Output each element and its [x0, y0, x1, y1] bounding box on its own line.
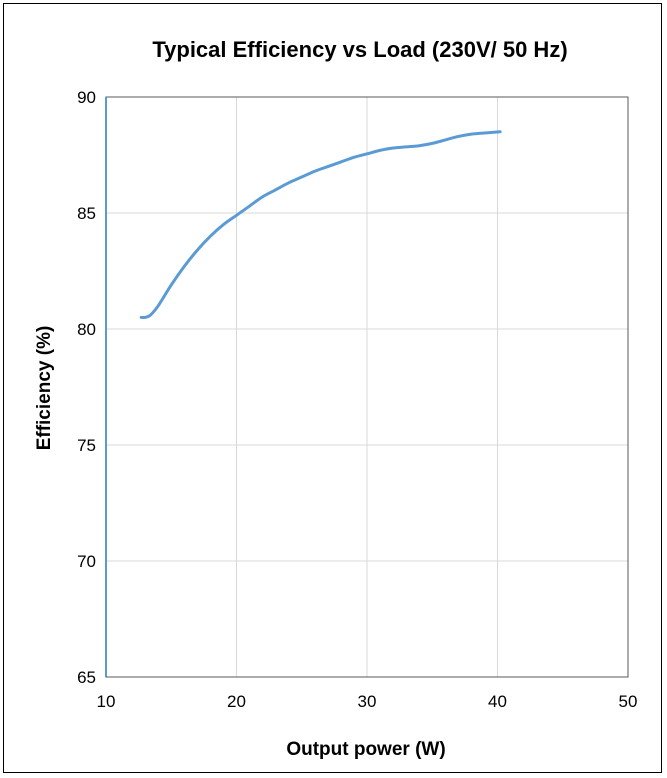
x-tick-label-50: 50: [619, 692, 638, 711]
y-tick-label-80: 80: [77, 320, 96, 339]
efficiency-series-line-0: [139, 130, 502, 320]
x-tick-label-20: 20: [227, 692, 246, 711]
chart-frame: [3, 3, 662, 773]
y-tick-label-90: 90: [77, 88, 96, 107]
chart-title: Typical Efficiency vs Load (230V/ 50 Hz): [152, 37, 567, 62]
x-tick-label-10: 10: [97, 692, 116, 711]
axes: [105, 96, 629, 678]
tick-labels: 65 70 75 80 85 90 10 20 30 40 50: [77, 88, 637, 711]
y-tick-label-75: 75: [77, 436, 96, 455]
grid-lines: [106, 96, 629, 677]
series-layer: [139, 130, 502, 320]
x-tick-label-40: 40: [488, 692, 507, 711]
y-tick-label-65: 65: [77, 668, 96, 687]
y-tick-label-70: 70: [77, 552, 96, 571]
x-axis-title: Output power (W): [286, 739, 445, 760]
x-tick-label-30: 30: [358, 692, 377, 711]
y-tick-label-85: 85: [77, 204, 96, 223]
y-axis-title: Efficiency (%): [34, 326, 55, 451]
